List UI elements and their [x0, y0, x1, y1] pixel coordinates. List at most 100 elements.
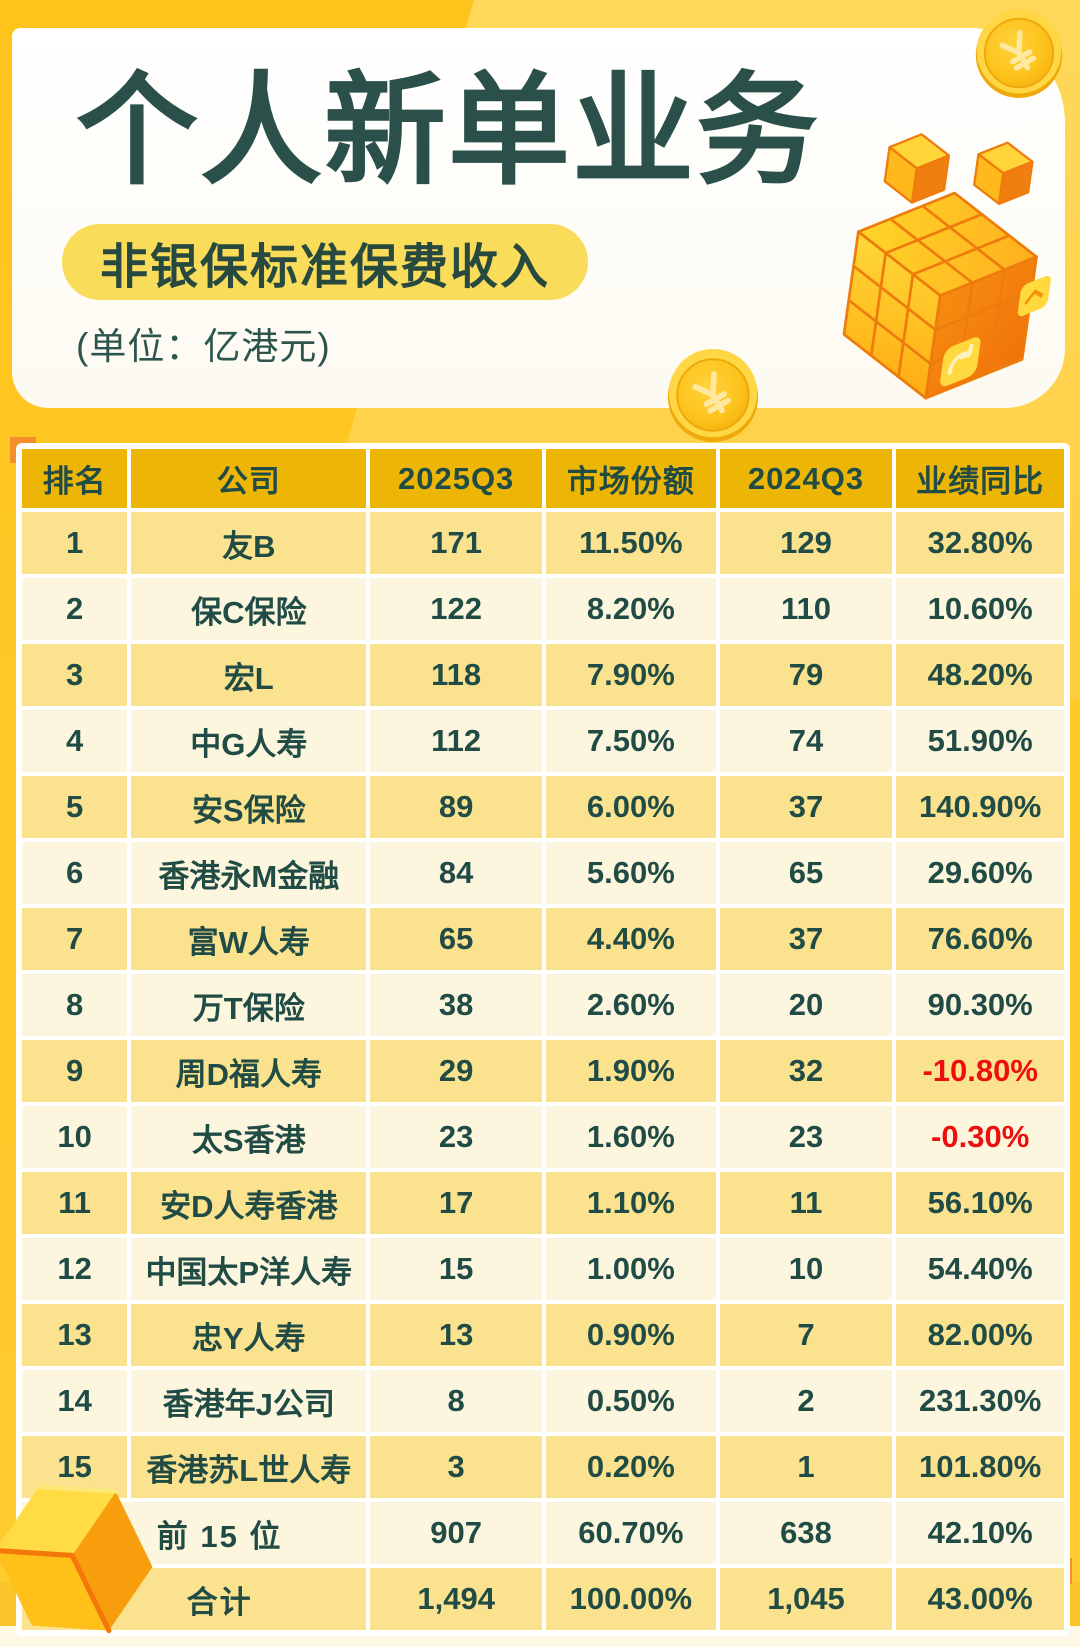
company-cell: 宏L [131, 644, 367, 706]
yoy-cell: -0.30% [896, 1106, 1064, 1168]
table-row: 12 中国太P洋人寿 15 1.00% 10 54.40% [22, 1238, 1064, 1300]
value-2025q3-cell: 89 [370, 776, 542, 838]
value-2025q3-cell: 1,494 [370, 1568, 542, 1630]
table-row: 13 忠Y人寿 13 0.90% 7 82.00% [22, 1304, 1064, 1366]
yoy-cell: 10.60% [896, 578, 1064, 640]
table-header: 排名 公司 2025Q3 市场份额 2024Q3 业绩同比 [22, 449, 1064, 508]
table-row: 8 万T保险 38 2.60% 20 90.30% [22, 974, 1064, 1036]
market-share-cell: 1.90% [546, 1040, 716, 1102]
value-2025q3-cell: 15 [370, 1238, 542, 1300]
value-2025q3-cell: 23 [370, 1106, 542, 1168]
table-row: 5 安S保险 89 6.00% 37 140.90% [22, 776, 1064, 838]
table-row: 2 保C保险 122 8.20% 110 10.60% [22, 578, 1064, 640]
rank-cell: 9 [22, 1040, 128, 1102]
company-cell: 保C保险 [131, 578, 367, 640]
table-row: 9 周D福人寿 29 1.90% 32 -10.80% [22, 1040, 1064, 1102]
market-share-cell: 0.20% [546, 1436, 716, 1498]
yoy-cell: 90.30% [896, 974, 1064, 1036]
value-2025q3-cell: 38 [370, 974, 542, 1036]
value-2024q3-cell: 11 [719, 1172, 893, 1234]
column-header-rank: 排名 [22, 449, 128, 508]
table-row: 10 太S香港 23 1.60% 23 -0.30% [22, 1106, 1064, 1168]
yoy-cell: 54.40% [896, 1238, 1064, 1300]
value-2025q3-cell: 8 [370, 1370, 542, 1432]
market-share-cell: 8.20% [546, 578, 716, 640]
ranking-table: 排名 公司 2025Q3 市场份额 2024Q3 业绩同比 1 友B 171 11.5… [16, 443, 1070, 1636]
column-header-2025q3: 2025Q3 [370, 449, 542, 508]
value-2024q3-cell: 638 [719, 1502, 893, 1564]
rank-cell: 5 [22, 776, 128, 838]
table-row: 3 宏L 118 7.90% 79 48.20% [22, 644, 1064, 706]
table-row: 11 安D人寿香港 17 1.10% 11 56.10% [22, 1172, 1064, 1234]
yoy-cell: 101.80% [896, 1436, 1064, 1498]
rank-cell: 12 [22, 1238, 128, 1300]
column-header-yoy: 业绩同比 [896, 449, 1064, 508]
value-2025q3-cell: 84 [370, 842, 542, 904]
header-row: 排名 公司 2025Q3 市场份额 2024Q3 业绩同比 [22, 449, 1064, 508]
market-share-cell: 7.90% [546, 644, 716, 706]
cubes-decoration-icon [842, 133, 1051, 400]
rank-cell: 3 [22, 644, 128, 706]
value-2024q3-cell: 110 [719, 578, 893, 640]
company-cell: 忠Y人寿 [131, 1304, 367, 1366]
value-2025q3-cell: 171 [370, 512, 542, 574]
company-cell: 周D福人寿 [131, 1040, 367, 1102]
yoy-cell: 51.90% [896, 710, 1064, 772]
value-2025q3-cell: 3 [370, 1436, 542, 1498]
value-2025q3-cell: 122 [370, 578, 542, 640]
table-row: 1 友B 171 11.50% 129 32.80% [22, 512, 1064, 574]
market-share-cell: 0.50% [546, 1370, 716, 1432]
value-2024q3-cell: 32 [719, 1040, 893, 1102]
rank-cell: 10 [22, 1106, 128, 1168]
table-row: 4 中G人寿 112 7.50% 74 51.90% [22, 710, 1064, 772]
value-2024q3-cell: 65 [719, 842, 893, 904]
company-cell: 万T保险 [131, 974, 367, 1036]
column-header-market-share: 市场份额 [546, 449, 716, 508]
market-share-cell: 1.60% [546, 1106, 716, 1168]
value-2024q3-cell: 1,045 [719, 1568, 893, 1630]
company-cell: 香港年J公司 [131, 1370, 367, 1432]
yoy-cell: -10.80% [896, 1040, 1064, 1102]
rank-cell: 4 [22, 710, 128, 772]
column-header-company: 公司 [131, 449, 367, 508]
rank-cell: 11 [22, 1172, 128, 1234]
market-share-cell: 7.50% [546, 710, 716, 772]
table-row: 7 富W人寿 65 4.40% 37 76.60% [22, 908, 1064, 970]
value-2024q3-cell: 7 [719, 1304, 893, 1366]
value-2025q3-cell: 112 [370, 710, 542, 772]
table-row: 6 香港永M金融 84 5.60% 65 29.60% [22, 842, 1064, 904]
value-2024q3-cell: 37 [719, 908, 893, 970]
company-cell: 中国太P洋人寿 [131, 1238, 367, 1300]
yoy-cell: 42.10% [896, 1502, 1064, 1564]
unit-note: (单位：亿港元) [76, 326, 331, 367]
value-2025q3-cell: 118 [370, 644, 542, 706]
yoy-cell: 32.80% [896, 512, 1064, 574]
company-cell: 太S香港 [131, 1106, 367, 1168]
value-2025q3-cell: 907 [370, 1502, 542, 1564]
column-header-2024q3: 2024Q3 [719, 449, 893, 508]
company-cell: 香港永M金融 [131, 842, 367, 904]
market-share-cell: 0.90% [546, 1304, 716, 1366]
page-title: 个人新单业务 [76, 63, 820, 199]
market-share-cell: 2.60% [546, 974, 716, 1036]
value-2024q3-cell: 1 [719, 1436, 893, 1498]
value-2025q3-cell: 17 [370, 1172, 542, 1234]
subtitle-pill: 非银保标准保费收入 [62, 224, 589, 300]
subtitle-text: 非银保标准保费收入 [100, 241, 551, 294]
company-cell: 香港苏L世人寿 [131, 1436, 367, 1498]
value-2024q3-cell: 20 [719, 974, 893, 1036]
rank-cell: 14 [22, 1370, 128, 1432]
coin-icon [667, 348, 759, 442]
yoy-cell: 29.60% [896, 842, 1064, 904]
yoy-cell: 48.20% [896, 644, 1064, 706]
value-2024q3-cell: 37 [719, 776, 893, 838]
rank-cell: 7 [22, 908, 128, 970]
company-cell: 安D人寿香港 [131, 1172, 367, 1234]
data-table: 排名 公司 2025Q3 市场份额 2024Q3 业绩同比 1 友B 171 11.5… [18, 445, 1068, 1634]
value-2024q3-cell: 23 [719, 1106, 893, 1168]
value-2024q3-cell: 79 [719, 644, 893, 706]
summary-row: 前 15 位 907 60.70% 638 42.10% [22, 1502, 1064, 1564]
market-share-cell: 11.50% [546, 512, 716, 574]
company-cell: 安S保险 [131, 776, 367, 838]
